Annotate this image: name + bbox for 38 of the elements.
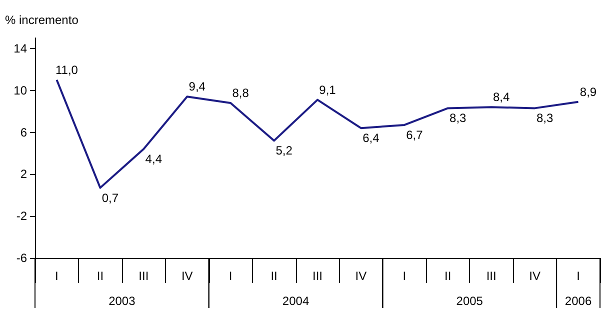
- y-axis-title: % incremento: [5, 13, 79, 27]
- data-label: 5,2: [276, 144, 293, 158]
- y-tick-label: -2: [16, 209, 28, 224]
- x-tick-label: III: [486, 269, 496, 283]
- y-tick-label: 14: [14, 41, 28, 56]
- data-label: 8,3: [450, 111, 467, 126]
- data-label: 4,4: [145, 152, 162, 166]
- x-tick-label: I: [228, 269, 232, 283]
- x-tick-label: IV: [529, 269, 540, 283]
- line-series: [56, 78, 580, 189]
- x-tick-label: IV: [181, 269, 193, 283]
- y-tick-label: 6: [20, 125, 28, 140]
- x-tick-label: I: [55, 269, 58, 283]
- text: 2006: [564, 294, 592, 308]
- data-label: 9,1: [319, 82, 336, 97]
- x-tick-label: I: [402, 269, 406, 283]
- text: 2005: [456, 294, 484, 308]
- x-tick-label: I: [576, 269, 580, 283]
- data-label: 6,4: [362, 131, 380, 146]
- x-tick-label: IV: [355, 269, 367, 283]
- y-tick-label: -6: [16, 251, 28, 265]
- x-tick-label: II: [270, 269, 278, 283]
- text: 2004: [282, 294, 310, 308]
- y-tick-label: 2: [20, 167, 28, 182]
- data-label: 8,9: [580, 84, 597, 99]
- x-tick-label: III: [138, 269, 149, 283]
- data-label: 11,0: [55, 62, 78, 77]
- data-label: 6,7: [406, 128, 424, 142]
- y-tick-label: 10: [14, 83, 28, 98]
- data-label: 9,4: [188, 80, 206, 94]
- x-tick-label: II: [444, 269, 452, 283]
- text: 2003: [108, 294, 136, 308]
- x-tick-label: III: [312, 269, 323, 283]
- data-label: 8,3: [536, 111, 554, 126]
- data-label: 8,8: [232, 86, 250, 100]
- data-label: 8,4: [493, 90, 510, 104]
- x-tick-label: II: [96, 269, 104, 283]
- data-label: 0,7: [102, 190, 119, 205]
